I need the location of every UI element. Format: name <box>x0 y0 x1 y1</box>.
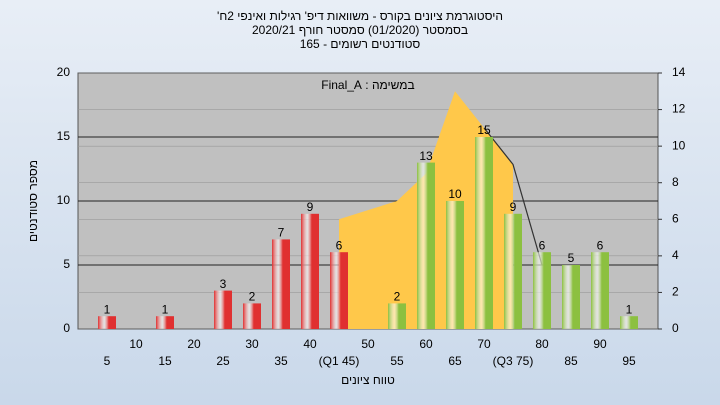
x-tick-label: 30 <box>245 337 259 351</box>
x-tick-label: 95 <box>622 354 636 368</box>
x-tick-label: 10 <box>129 337 143 351</box>
x-tick-label: 15 <box>158 354 172 368</box>
x-tick-label: 35 <box>274 354 288 368</box>
annotation: במשימה : Final_A <box>321 78 414 92</box>
bar <box>446 201 464 329</box>
x-tick-label: 55 <box>390 354 404 368</box>
data-label: 2 <box>249 290 256 304</box>
y2-tick-label: 12 <box>672 102 686 116</box>
y2-tick-label: 2 <box>672 285 679 299</box>
subtitle: סטודנטים רשומים - 165 <box>300 37 421 51</box>
bar <box>98 316 116 329</box>
data-label: 5 <box>568 251 575 265</box>
data-label: 10 <box>448 187 462 201</box>
bar <box>330 252 348 329</box>
data-label: 6 <box>597 238 604 252</box>
x-tick-label: 60 <box>419 337 433 351</box>
y2-tick-label: 14 <box>672 65 686 79</box>
y-tick-label: 5 <box>63 257 70 271</box>
line <box>483 127 543 266</box>
data-label: 9 <box>307 200 314 214</box>
data-label: 15 <box>477 123 491 137</box>
x-tick-label: (Q3 75) <box>493 354 534 368</box>
bar <box>156 316 174 329</box>
data-label: 2 <box>394 290 401 304</box>
x-tick-label: 40 <box>303 337 317 351</box>
x-tick-label: 90 <box>593 337 607 351</box>
y-tick-label: 20 <box>57 65 71 79</box>
data-label: 6 <box>539 238 546 252</box>
x-tick-label: 85 <box>564 354 578 368</box>
bar <box>620 316 638 329</box>
y2-tick-label: 10 <box>672 138 686 152</box>
bar <box>214 290 232 329</box>
data-label: 13 <box>419 149 433 163</box>
x-tick-label: 5 <box>104 354 111 368</box>
x-tick-label: 70 <box>477 337 491 351</box>
x-axis-label: טווח ציונים <box>341 373 395 387</box>
chart-title: היסטוגרמת ציונים בקורס - משוואות דיפ' רג… <box>217 9 503 23</box>
y-tick-label: 10 <box>57 193 71 207</box>
data-label: 9 <box>510 200 517 214</box>
x-tick-label: (Q1 45) <box>319 354 360 368</box>
x-tick-label: 25 <box>216 354 230 368</box>
y2-tick-label: 8 <box>672 175 679 189</box>
bar <box>562 265 580 329</box>
data-label: 3 <box>220 277 227 291</box>
y-tick-label: 0 <box>63 321 70 335</box>
bar <box>475 137 493 329</box>
y2-tick-label: 0 <box>672 321 679 335</box>
data-label: 1 <box>626 302 633 316</box>
data-label: 1 <box>162 302 169 316</box>
bar <box>388 303 406 329</box>
x-tick-label: 20 <box>187 337 201 351</box>
y2-tick-label: 4 <box>672 248 679 262</box>
x-tick-label: 80 <box>535 337 549 351</box>
y-axis-label: מספר סטודנטים <box>26 160 40 242</box>
bar <box>243 303 261 329</box>
data-label: 7 <box>278 226 285 240</box>
y2-tick-label: 6 <box>672 211 679 225</box>
data-label: 1 <box>104 302 111 316</box>
bar <box>417 162 435 329</box>
data-label: 6 <box>336 238 343 252</box>
bar <box>591 252 609 329</box>
bar <box>301 213 319 329</box>
bar <box>533 252 551 329</box>
x-tick-label: 50 <box>361 337 375 351</box>
subtitle: בסמסטר (01/2020) סמסטר חורף 2020/21 <box>252 23 468 37</box>
x-tick-label: 65 <box>448 354 462 368</box>
y-tick-label: 15 <box>57 129 71 143</box>
bar <box>504 213 522 329</box>
bar <box>272 239 290 329</box>
